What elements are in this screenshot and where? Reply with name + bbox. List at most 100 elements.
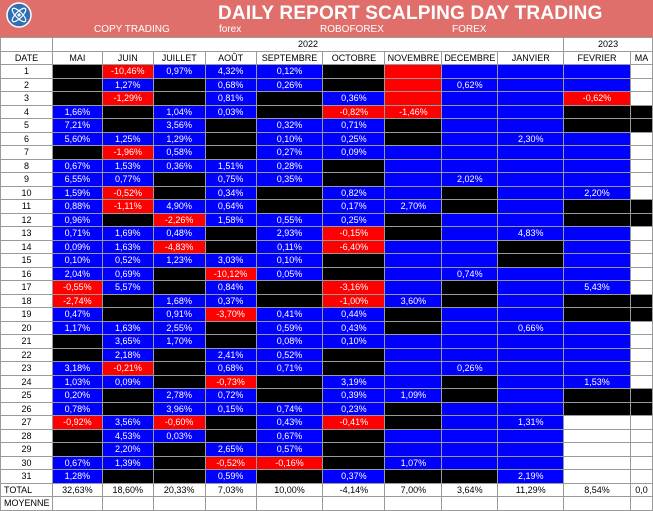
value-cell[interactable] xyxy=(204,334,257,349)
value-cell[interactable]: 0,64% xyxy=(204,199,257,214)
value-cell[interactable] xyxy=(563,320,631,335)
value-cell[interactable]: 1,68% xyxy=(152,293,206,308)
value-cell[interactable] xyxy=(497,185,565,200)
month-header-cell[interactable]: SEPTEMBRE xyxy=(255,50,324,65)
value-cell[interactable] xyxy=(152,442,206,457)
value-cell[interactable] xyxy=(441,185,499,200)
value-cell[interactable] xyxy=(563,401,631,416)
value-cell[interactable] xyxy=(629,199,653,214)
value-cell[interactable]: -0,52% xyxy=(204,455,257,470)
value-cell[interactable] xyxy=(441,347,499,362)
value-cell[interactable] xyxy=(322,77,386,92)
value-cell[interactable] xyxy=(629,320,653,335)
value-cell[interactable] xyxy=(563,266,631,281)
value-cell[interactable] xyxy=(497,347,565,362)
value-cell[interactable] xyxy=(497,334,565,349)
month-header-cell[interactable]: JUIN xyxy=(101,50,154,65)
value-cell[interactable]: 1,59% xyxy=(51,185,103,200)
value-cell[interactable] xyxy=(497,212,565,227)
value-cell[interactable]: 1,70% xyxy=(152,334,206,349)
value-cell[interactable] xyxy=(384,172,443,187)
value-cell[interactable] xyxy=(152,91,206,106)
value-cell[interactable]: 0,81% xyxy=(204,91,257,106)
value-cell[interactable] xyxy=(497,118,565,133)
value-cell[interactable] xyxy=(384,131,443,146)
value-cell[interactable]: 0,11% xyxy=(255,239,324,254)
value-cell[interactable]: -2,26% xyxy=(152,212,206,227)
value-cell[interactable]: 0,10% xyxy=(255,253,324,268)
value-cell[interactable]: 4,53% xyxy=(101,428,154,443)
date-cell[interactable]: 30 xyxy=(0,455,53,470)
value-cell[interactable] xyxy=(101,307,154,322)
value-cell[interactable] xyxy=(51,347,103,362)
month-header-cell[interactable]: MAI xyxy=(51,50,103,65)
value-cell[interactable] xyxy=(563,118,631,133)
value-cell[interactable] xyxy=(629,104,653,119)
value-cell[interactable] xyxy=(629,280,653,295)
value-cell[interactable]: 2,19% xyxy=(497,469,565,484)
value-cell[interactable]: -0,60% xyxy=(152,415,206,430)
value-cell[interactable]: 5,57% xyxy=(101,280,154,295)
value-cell[interactable]: -0,15% xyxy=(322,226,386,241)
value-cell[interactable]: 6,55% xyxy=(51,172,103,187)
value-cell[interactable] xyxy=(51,91,103,106)
value-cell[interactable]: 0,59% xyxy=(255,320,324,335)
value-cell[interactable] xyxy=(629,293,653,308)
value-cell[interactable]: 0,17% xyxy=(322,199,386,214)
value-cell[interactable] xyxy=(384,320,443,335)
value-cell[interactable] xyxy=(441,239,499,254)
value-cell[interactable]: 5,60% xyxy=(51,131,103,146)
value-cell[interactable] xyxy=(384,64,443,79)
value-cell[interactable]: 3,19% xyxy=(322,374,386,389)
total-value-cell[interactable]: 20,33% xyxy=(152,482,206,497)
value-cell[interactable] xyxy=(629,185,653,200)
value-cell[interactable] xyxy=(384,469,443,484)
value-cell[interactable]: 3,56% xyxy=(152,118,206,133)
date-cell[interactable]: 19 xyxy=(0,307,53,322)
value-cell[interactable] xyxy=(255,374,324,389)
value-cell[interactable]: 0,48% xyxy=(152,226,206,241)
value-cell[interactable] xyxy=(629,118,653,133)
value-cell[interactable] xyxy=(497,307,565,322)
value-cell[interactable] xyxy=(384,442,443,457)
value-cell[interactable] xyxy=(629,158,653,173)
date-cell[interactable]: 31 xyxy=(0,469,53,484)
value-cell[interactable] xyxy=(563,388,631,403)
value-cell[interactable] xyxy=(629,307,653,322)
value-cell[interactable] xyxy=(441,118,499,133)
value-cell[interactable]: -0,82% xyxy=(322,104,386,119)
value-cell[interactable] xyxy=(441,320,499,335)
value-cell[interactable] xyxy=(255,185,324,200)
value-cell[interactable] xyxy=(101,104,154,119)
value-cell[interactable] xyxy=(441,253,499,268)
date-cell[interactable]: 10 xyxy=(0,185,53,200)
value-cell[interactable] xyxy=(204,145,257,160)
value-cell[interactable] xyxy=(322,64,386,79)
date-cell[interactable]: 18 xyxy=(0,293,53,308)
value-cell[interactable] xyxy=(101,469,154,484)
value-cell[interactable]: -0,92% xyxy=(51,415,103,430)
value-cell[interactable] xyxy=(384,307,443,322)
value-cell[interactable]: 0,12% xyxy=(255,64,324,79)
value-cell[interactable]: 0,67% xyxy=(51,158,103,173)
value-cell[interactable] xyxy=(322,428,386,443)
value-cell[interactable]: 0,57% xyxy=(255,442,324,457)
value-cell[interactable] xyxy=(384,253,443,268)
value-cell[interactable] xyxy=(563,199,631,214)
value-cell[interactable] xyxy=(629,334,653,349)
date-header-cell[interactable]: DATE xyxy=(0,50,53,65)
value-cell[interactable] xyxy=(384,145,443,160)
value-cell[interactable]: 1,07% xyxy=(384,455,443,470)
value-cell[interactable]: 0,71% xyxy=(51,226,103,241)
value-cell[interactable] xyxy=(497,455,565,470)
value-cell[interactable] xyxy=(204,415,257,430)
value-cell[interactable] xyxy=(441,91,499,106)
value-cell[interactable] xyxy=(497,239,565,254)
value-cell[interactable]: -0,62% xyxy=(563,91,631,106)
value-cell[interactable]: 4,83% xyxy=(497,226,565,241)
value-cell[interactable]: -1,29% xyxy=(101,91,154,106)
value-cell[interactable]: 3,60% xyxy=(384,293,443,308)
total-value-cell[interactable]: 3,64% xyxy=(441,482,499,497)
value-cell[interactable]: 1,09% xyxy=(384,388,443,403)
value-cell[interactable] xyxy=(629,428,653,443)
